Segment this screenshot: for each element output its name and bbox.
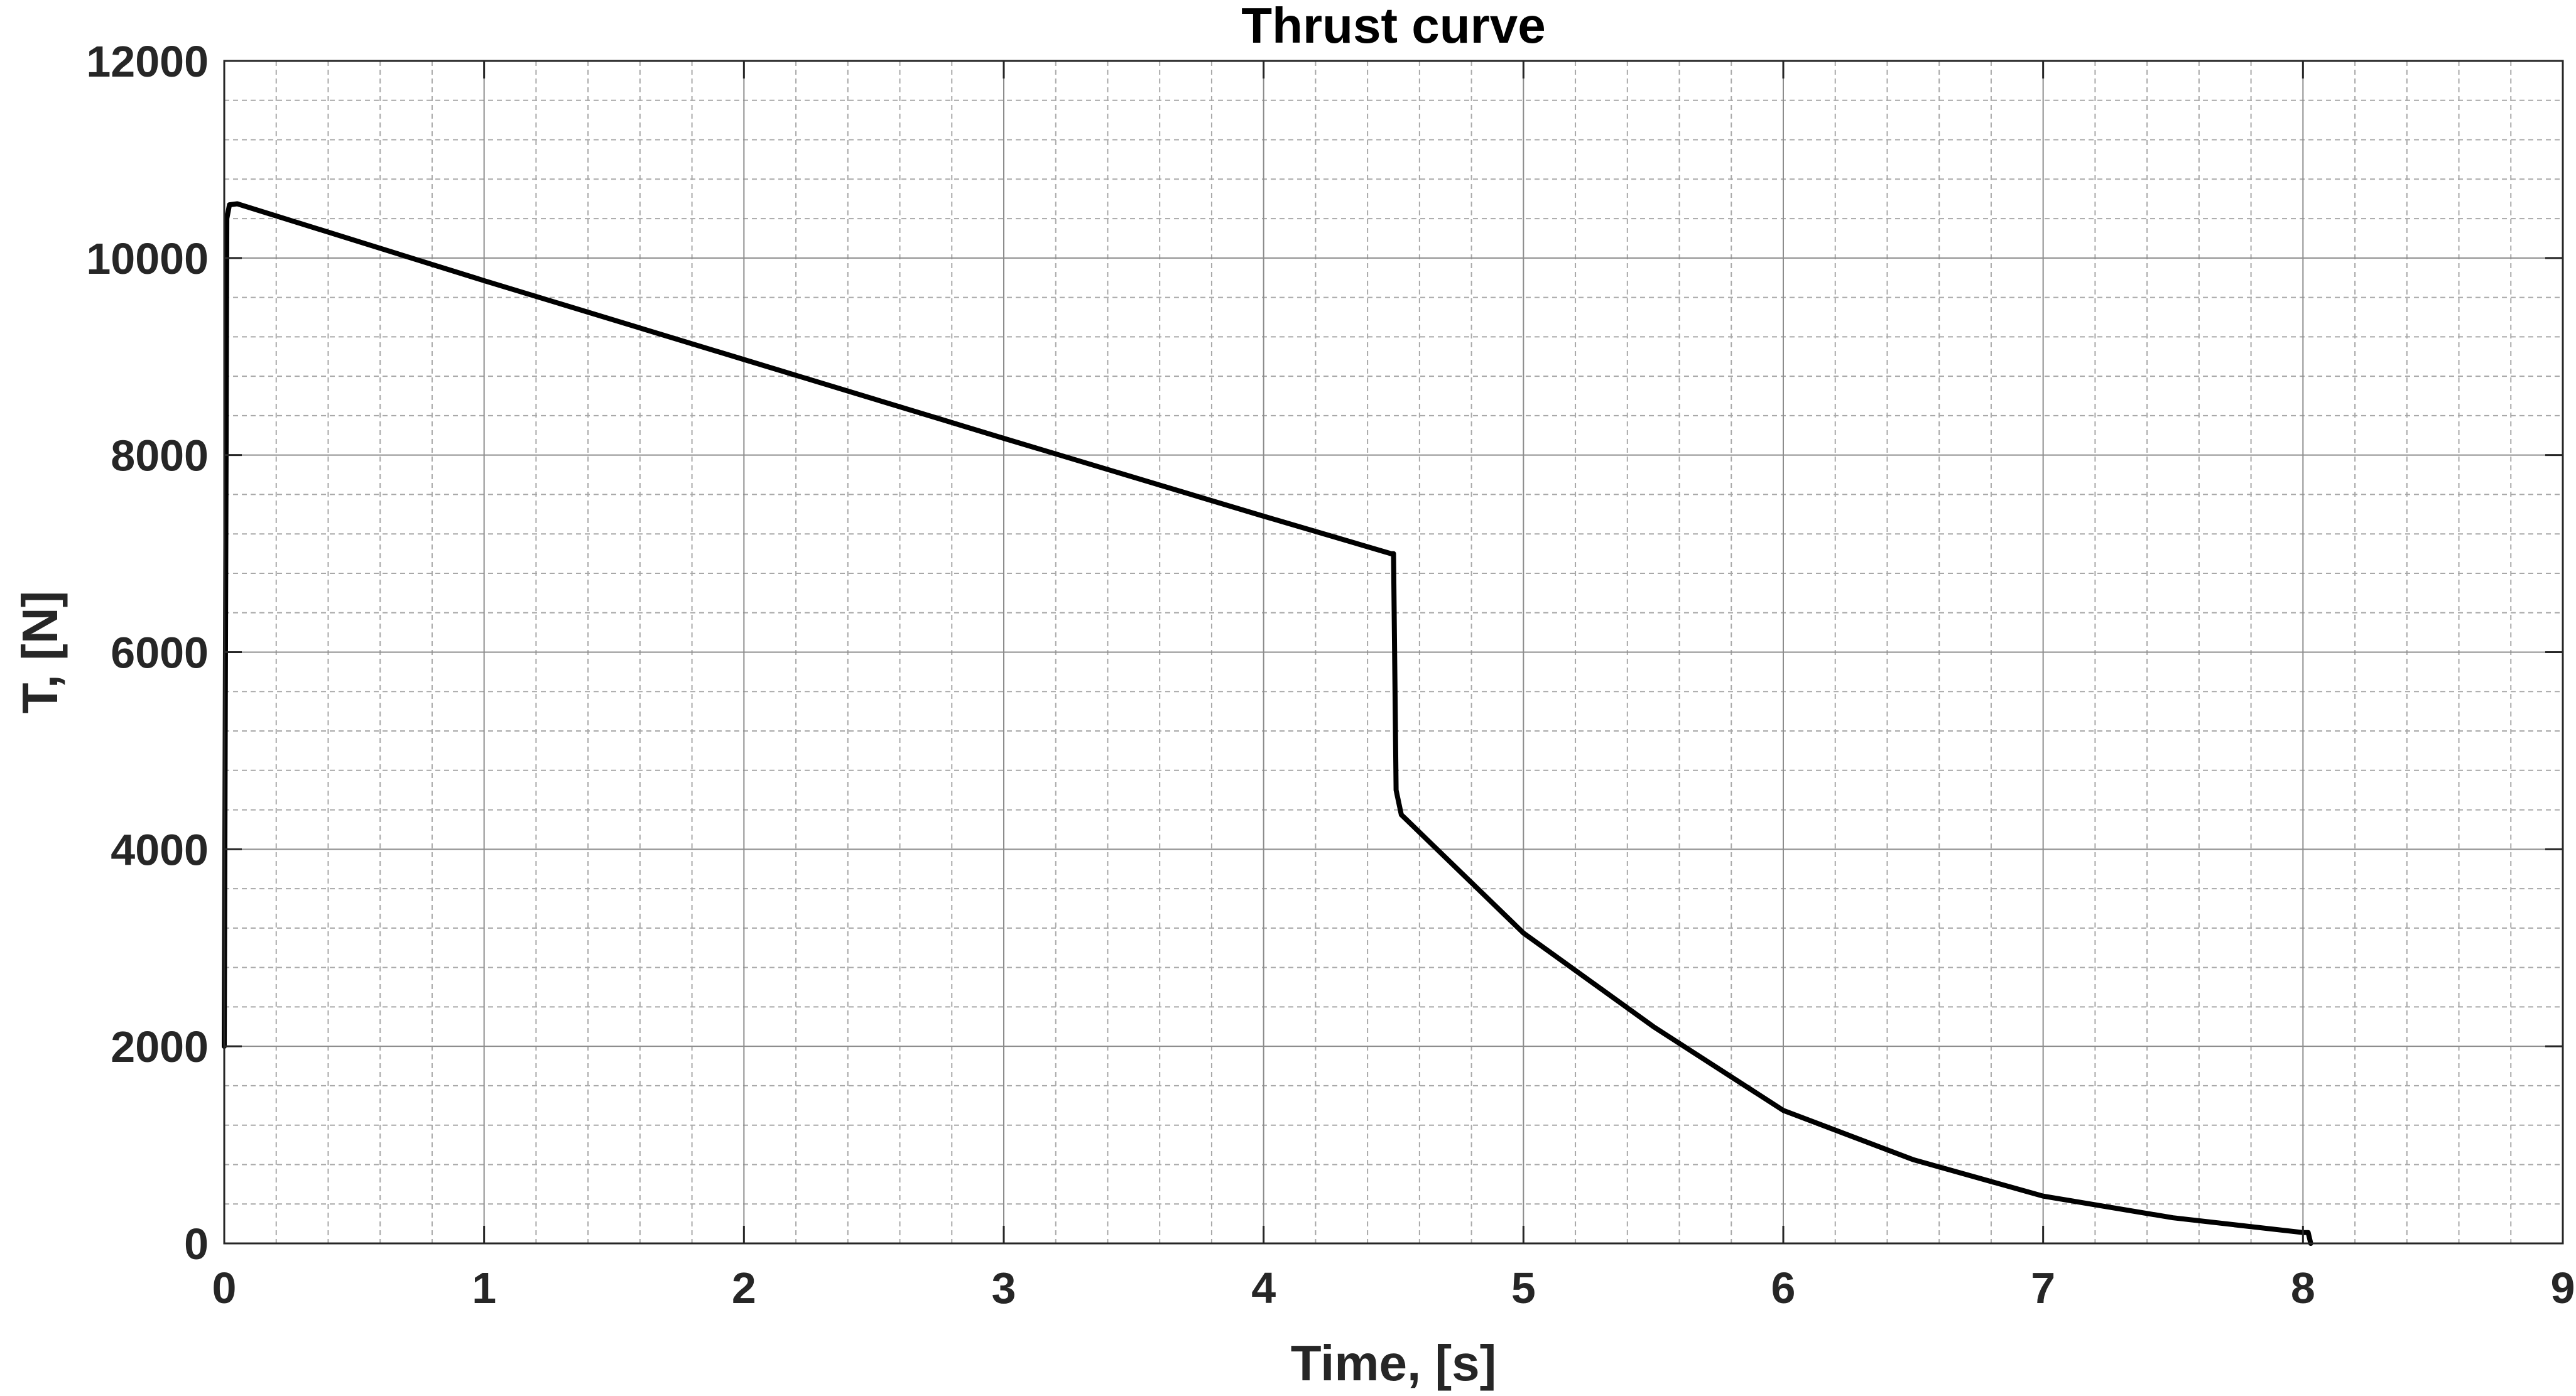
x-tick-label: 5 (1511, 1263, 1536, 1312)
tick-marks (223, 60, 2564, 1245)
y-tick-labels: 0 2000 4000 6000 8000 10000 12000 (86, 37, 209, 1269)
y-tick-label: 12000 (86, 37, 209, 86)
y-axis-label: T, [N] (12, 591, 68, 714)
x-tick-labels: 0 1 2 3 4 5 6 7 8 9 (212, 1263, 2575, 1312)
x-tick-label: 6 (1771, 1263, 1796, 1312)
x-tick-label: 0 (212, 1263, 237, 1312)
x-tick-label: 3 (992, 1263, 1016, 1312)
series-layer (222, 201, 2313, 1246)
chart-title: Thrust curve (1241, 0, 1546, 53)
x-tick-label: 9 (2551, 1263, 2575, 1312)
x-tick-label: 7 (2031, 1263, 2055, 1312)
x-tick-label: 1 (472, 1263, 496, 1312)
x-tick-label: 2 (732, 1263, 756, 1312)
x-tick-label: 8 (2291, 1263, 2315, 1312)
thrust-series-line (222, 201, 2313, 1246)
y-tick-label: 4000 (111, 825, 209, 874)
x-axis-label: Time, [s] (1291, 1335, 1497, 1391)
x-tick-label: 4 (1251, 1263, 1276, 1312)
y-tick-label: 2000 (111, 1022, 209, 1071)
y-tick-label: 10000 (86, 234, 209, 283)
y-tick-label: 8000 (111, 431, 209, 480)
y-tick-label: 6000 (111, 629, 209, 678)
y-tick-label: 0 (184, 1220, 209, 1269)
